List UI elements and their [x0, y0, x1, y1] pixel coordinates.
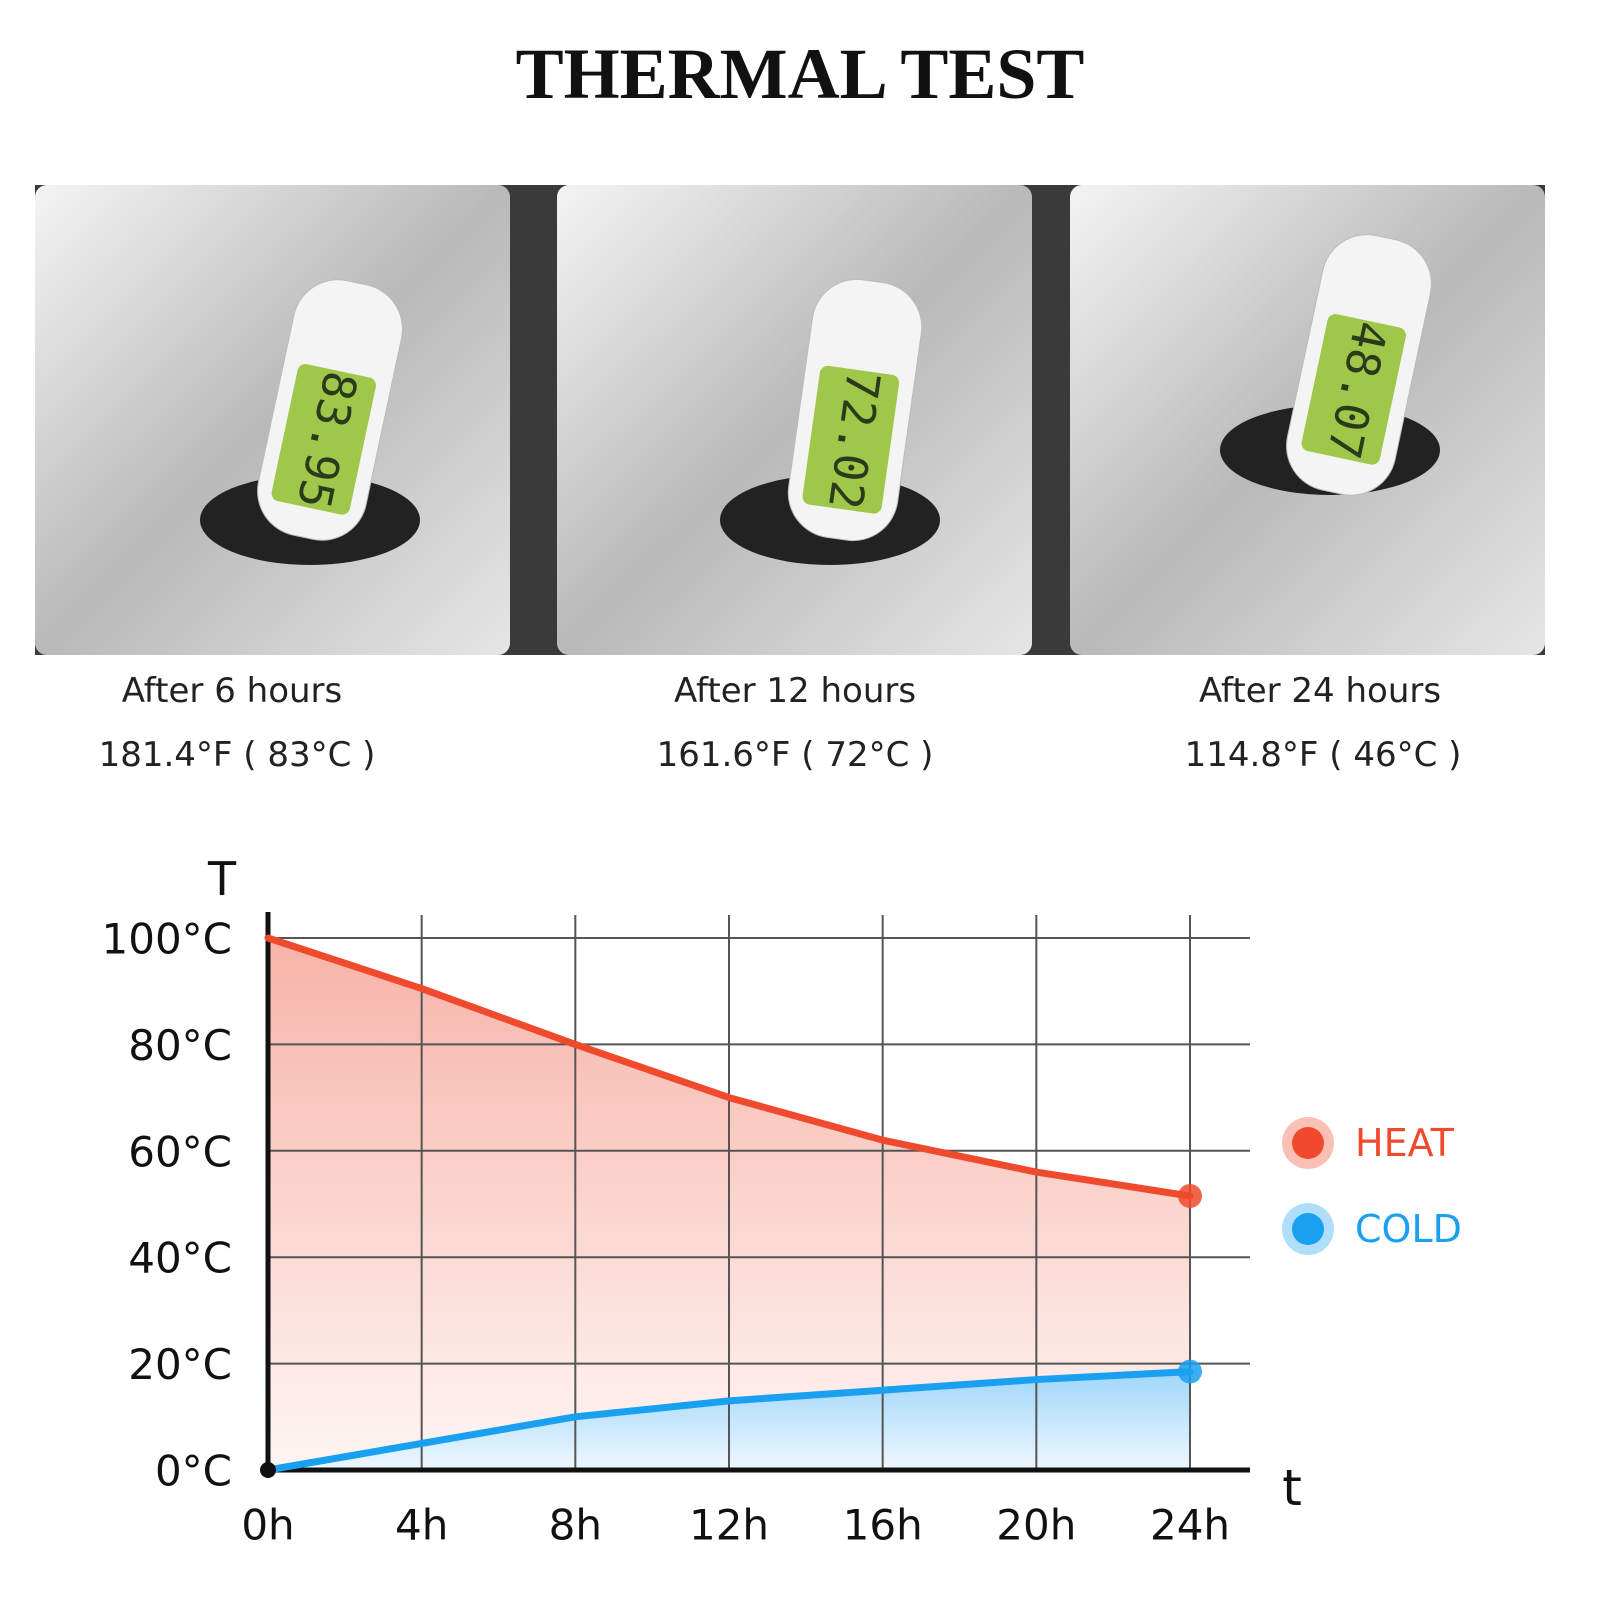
y-tick-label: 60°C [128, 1127, 232, 1176]
thermometer: 72.02 [787, 278, 923, 542]
line [264, 1368, 1194, 1474]
caption: After 24 hours [1199, 671, 1441, 711]
line [264, 934, 1194, 1200]
reading: 161.6°F ( 72°C ) [657, 735, 934, 775]
x-axis-label: t [1282, 1459, 1302, 1517]
y-tick-label: 40°C [128, 1234, 232, 1283]
y-axis-label: T [207, 852, 237, 906]
y-tick-label: 80°C [128, 1021, 232, 1070]
legend-label: COLD [1355, 1207, 1462, 1251]
y-tick-label: 100°C [102, 915, 233, 964]
photo-panel: 83.95 72.02 48.07 [35, 185, 1545, 655]
x-tick-label: 0h [241, 1501, 294, 1550]
thermometer: 83.95 [257, 279, 403, 541]
x-tick-label: 4h [395, 1501, 448, 1550]
x-tick-label: 24h [1150, 1501, 1230, 1550]
end-point [1178, 1184, 1202, 1209]
legend-dot [1292, 1127, 1324, 1159]
origin-dot [260, 1462, 276, 1478]
page-title: THERMAL TEST [516, 34, 1085, 114]
end-point [1178, 1359, 1202, 1384]
reading: 114.8°F ( 46°C ) [1185, 735, 1462, 775]
caption: After 6 hours [122, 671, 343, 711]
reading: 181.4°F ( 83°C ) [99, 735, 376, 775]
x-tick-label: 16h [843, 1501, 923, 1550]
x-tick-label: 20h [996, 1501, 1076, 1550]
x-tick-label: 12h [689, 1501, 769, 1550]
legend-dot [1292, 1213, 1324, 1245]
thermometer: 48.07 [1286, 234, 1432, 496]
legend-label: HEAT [1355, 1121, 1455, 1165]
y-tick-label: 0°C [155, 1447, 232, 1496]
photo [557, 185, 1032, 655]
caption: After 12 hours [674, 671, 916, 711]
x-tick-label: 8h [549, 1501, 602, 1550]
y-tick-label: 20°C [128, 1340, 232, 1389]
